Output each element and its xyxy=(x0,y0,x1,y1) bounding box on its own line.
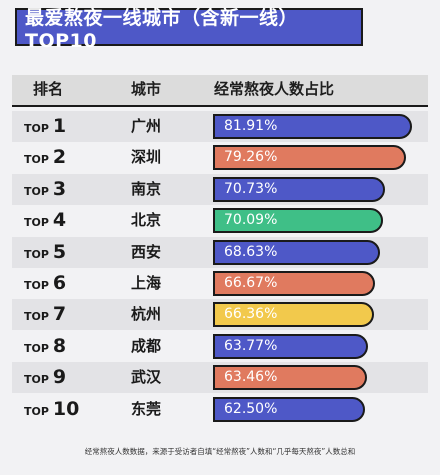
rank-header: 排名 xyxy=(33,80,64,98)
rank-number: 10 xyxy=(52,397,80,420)
rank-label: TOP 2 xyxy=(24,146,66,177)
bar xyxy=(213,365,367,391)
bar-value-label: 63.46% xyxy=(224,369,278,386)
rank-label: TOP 9 xyxy=(24,366,66,397)
bar-value-label: 63.77% xyxy=(224,337,278,354)
rank-label: TOP 6 xyxy=(24,272,66,303)
rank-label: TOP 4 xyxy=(24,209,66,240)
rank-number: 7 xyxy=(52,303,67,326)
bar xyxy=(213,271,375,296)
city-header: 城市 xyxy=(131,80,162,98)
bar-value-label: 66.36% xyxy=(224,306,278,323)
bar-value-label: 68.63% xyxy=(224,243,278,260)
chart-title: 最爱熬夜一线城市（含新一线）TOP10 xyxy=(15,7,363,52)
bar-value-label: 70.73% xyxy=(224,180,278,197)
rank-label: TOP 3 xyxy=(24,178,66,209)
rank-prefix: TOP xyxy=(24,184,49,198)
city-label: 杭州 xyxy=(131,305,162,324)
bar-value-label: 81.91% xyxy=(224,118,278,134)
rank-label: TOP 1 xyxy=(24,115,66,146)
bar-value-label: 79.26% xyxy=(224,149,278,166)
city-label: 成都 xyxy=(131,336,162,355)
rank-number: 1 xyxy=(52,115,67,137)
rank-label: TOP 5 xyxy=(24,241,66,272)
rank-prefix: TOP xyxy=(24,247,49,261)
bar xyxy=(213,239,380,265)
header-strip xyxy=(12,75,428,107)
rank-prefix: TOP xyxy=(24,122,49,135)
rank-prefix: TOP xyxy=(24,404,49,418)
rank-label: TOP 7 xyxy=(24,303,66,334)
bar xyxy=(213,302,374,328)
rank-prefix: TOP xyxy=(24,216,49,230)
city-label: 南京 xyxy=(131,179,162,198)
rank-label: TOP 10 xyxy=(24,398,79,429)
rank-number: 8 xyxy=(52,334,67,357)
rank-prefix: TOP xyxy=(24,310,49,324)
city-label: 东莞 xyxy=(131,399,162,418)
metric-header: 经常熬夜人数占比 xyxy=(214,80,335,98)
city-label: 上海 xyxy=(131,274,162,292)
rank-number: 9 xyxy=(52,366,67,389)
city-label: 深圳 xyxy=(131,148,162,167)
bar xyxy=(213,145,406,171)
city-label: 北京 xyxy=(131,211,162,230)
rank-label: TOP 8 xyxy=(24,335,66,366)
bar xyxy=(213,114,412,139)
bar xyxy=(213,208,383,234)
rank-number: 6 xyxy=(52,272,67,294)
bar xyxy=(213,396,365,422)
rank-number: 4 xyxy=(52,209,67,232)
bar xyxy=(213,176,385,202)
rank-number: 3 xyxy=(52,177,67,200)
bar-value-label: 62.50% xyxy=(224,400,278,417)
rank-number: 5 xyxy=(52,240,67,263)
rank-prefix: TOP xyxy=(24,279,49,292)
bar-value-label: 66.67% xyxy=(224,275,278,291)
bar-value-label: 70.09% xyxy=(224,212,278,229)
city-label: 武汉 xyxy=(131,368,162,387)
rank-prefix: TOP xyxy=(24,341,49,355)
rank-number: 2 xyxy=(52,146,67,169)
bar xyxy=(213,333,368,359)
footnote: 经常熬夜人数数据，来源于受访者自填“经常熬夜”人数和“几乎每天熬夜”人数总和 xyxy=(84,447,356,456)
city-label: 广州 xyxy=(131,117,162,135)
rank-prefix: TOP xyxy=(24,153,49,167)
city-label: 西安 xyxy=(131,242,162,261)
rank-prefix: TOP xyxy=(24,373,49,387)
